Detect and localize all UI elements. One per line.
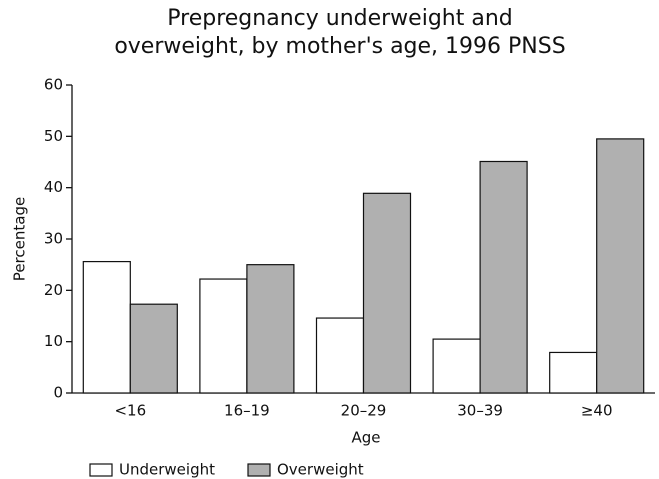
bar	[82, 260, 131, 394]
x-tick-label: <16	[114, 402, 146, 420]
chart-title: overweight, by mother's age, 1996 PNSS	[114, 34, 565, 59]
y-tick-label: 60	[44, 76, 63, 94]
y-tick-label: 10	[44, 332, 63, 350]
bar	[479, 160, 528, 394]
bar	[129, 303, 178, 394]
y-tick-label: 20	[44, 281, 63, 299]
legend-swatch	[247, 463, 271, 477]
legend-swatch	[89, 463, 113, 477]
legend-label: Underweight	[119, 461, 215, 479]
x-tick-label: 30–39	[457, 402, 503, 420]
y-tick-label: 50	[44, 127, 63, 145]
bar	[596, 138, 645, 394]
y-tick-label: 30	[44, 230, 63, 248]
legend-label: Overweight	[277, 461, 364, 479]
bar	[315, 317, 365, 394]
y-tick-label: 40	[44, 178, 63, 196]
x-tick-label: 20–29	[341, 402, 387, 420]
chart-title: Prepregnancy underweight and	[167, 6, 512, 31]
y-axis-label: Percentage	[11, 197, 29, 281]
x-tick-label: ≥40	[581, 402, 613, 420]
x-axis-label: Age	[351, 429, 380, 447]
bar	[549, 351, 598, 394]
bar	[362, 192, 412, 394]
x-tick-label: 16–19	[224, 402, 270, 420]
bar	[199, 278, 248, 394]
y-tick-label: 0	[53, 384, 63, 402]
bar	[432, 338, 481, 394]
bar	[246, 264, 295, 394]
